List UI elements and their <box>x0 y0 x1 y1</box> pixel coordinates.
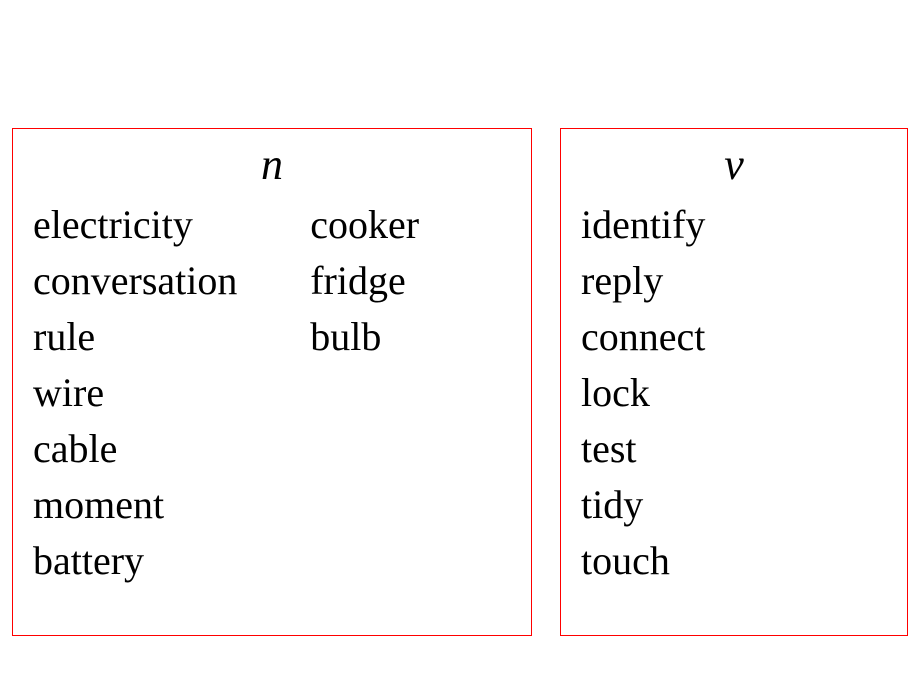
word-item: test <box>581 421 887 477</box>
word-item: connect <box>581 309 887 365</box>
word-item: lock <box>581 365 887 421</box>
word-item: reply <box>581 253 887 309</box>
nouns-header: n <box>33 141 511 189</box>
word-item: moment <box>33 477 310 533</box>
verbs-columns: identify reply connect lock test tidy to… <box>581 197 887 589</box>
vocabulary-card: n electricity conversation rule wire cab… <box>0 0 920 690</box>
verbs-box: v identify reply connect lock test tidy … <box>560 128 908 636</box>
word-item: wire <box>33 365 310 421</box>
word-item: conversation <box>33 253 310 309</box>
word-item: cable <box>33 421 310 477</box>
verbs-header: v <box>581 141 887 189</box>
word-item: fridge <box>310 253 511 309</box>
word-item: bulb <box>310 309 511 365</box>
word-item: rule <box>33 309 310 365</box>
word-item: cooker <box>310 197 511 253</box>
verbs-column-1: identify reply connect lock test tidy to… <box>581 197 887 589</box>
nouns-column-1: electricity conversation rule wire cable… <box>33 197 310 589</box>
word-item: tidy <box>581 477 887 533</box>
nouns-column-2: cooker fridge bulb <box>310 197 511 589</box>
nouns-box: n electricity conversation rule wire cab… <box>12 128 532 636</box>
word-item: electricity <box>33 197 310 253</box>
nouns-columns: electricity conversation rule wire cable… <box>33 197 511 589</box>
word-item: touch <box>581 533 887 589</box>
word-item: identify <box>581 197 887 253</box>
word-item: battery <box>33 533 310 589</box>
